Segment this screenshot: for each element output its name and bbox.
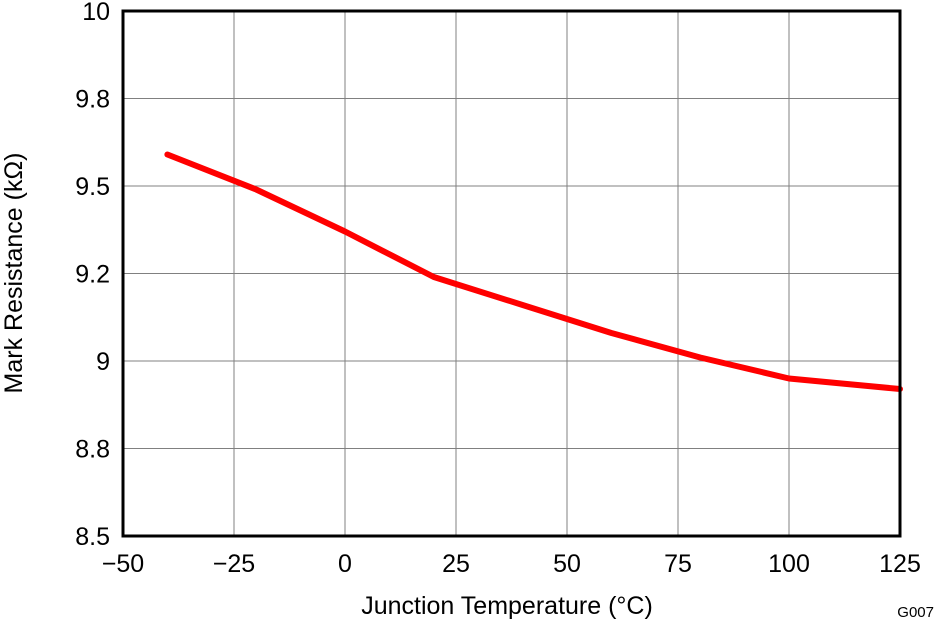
y-tick-label: 9 <box>96 348 110 376</box>
x-tick-label: −50 <box>102 550 144 578</box>
grid <box>122 10 901 537</box>
x-tick-label: 0 <box>338 550 352 578</box>
y-tick-label: 8.8 <box>75 436 110 464</box>
y-tick-label: 9.5 <box>75 173 110 201</box>
x-tick-label: 50 <box>553 550 581 578</box>
x-tick-labels: −50 −25 0 25 50 75 100 125 <box>102 550 921 578</box>
series-line <box>164 151 903 392</box>
x-tick-label: −25 <box>213 550 255 578</box>
y-axis-label: Mark Resistance (kΩ) <box>0 153 28 394</box>
y-tick-label: 10 <box>82 0 110 26</box>
plot-frame <box>121 9 902 538</box>
y-tick-label: 9.2 <box>75 261 110 289</box>
figure-id: G007 <box>897 604 934 620</box>
x-axis-label: Junction Temperature (°C) <box>361 592 653 620</box>
series-layer <box>164 151 903 392</box>
x-tick-label: 75 <box>664 550 692 578</box>
x-tick-label: 125 <box>879 550 921 578</box>
y-tick-label: 8.5 <box>75 523 110 551</box>
y-tick-label: 9.8 <box>75 86 110 114</box>
x-tick-label: 100 <box>768 550 810 578</box>
y-tick-labels: 8.5 8.8 9 9.2 9.5 9.8 10 <box>75 0 110 551</box>
x-tick-label: 25 <box>442 550 470 578</box>
